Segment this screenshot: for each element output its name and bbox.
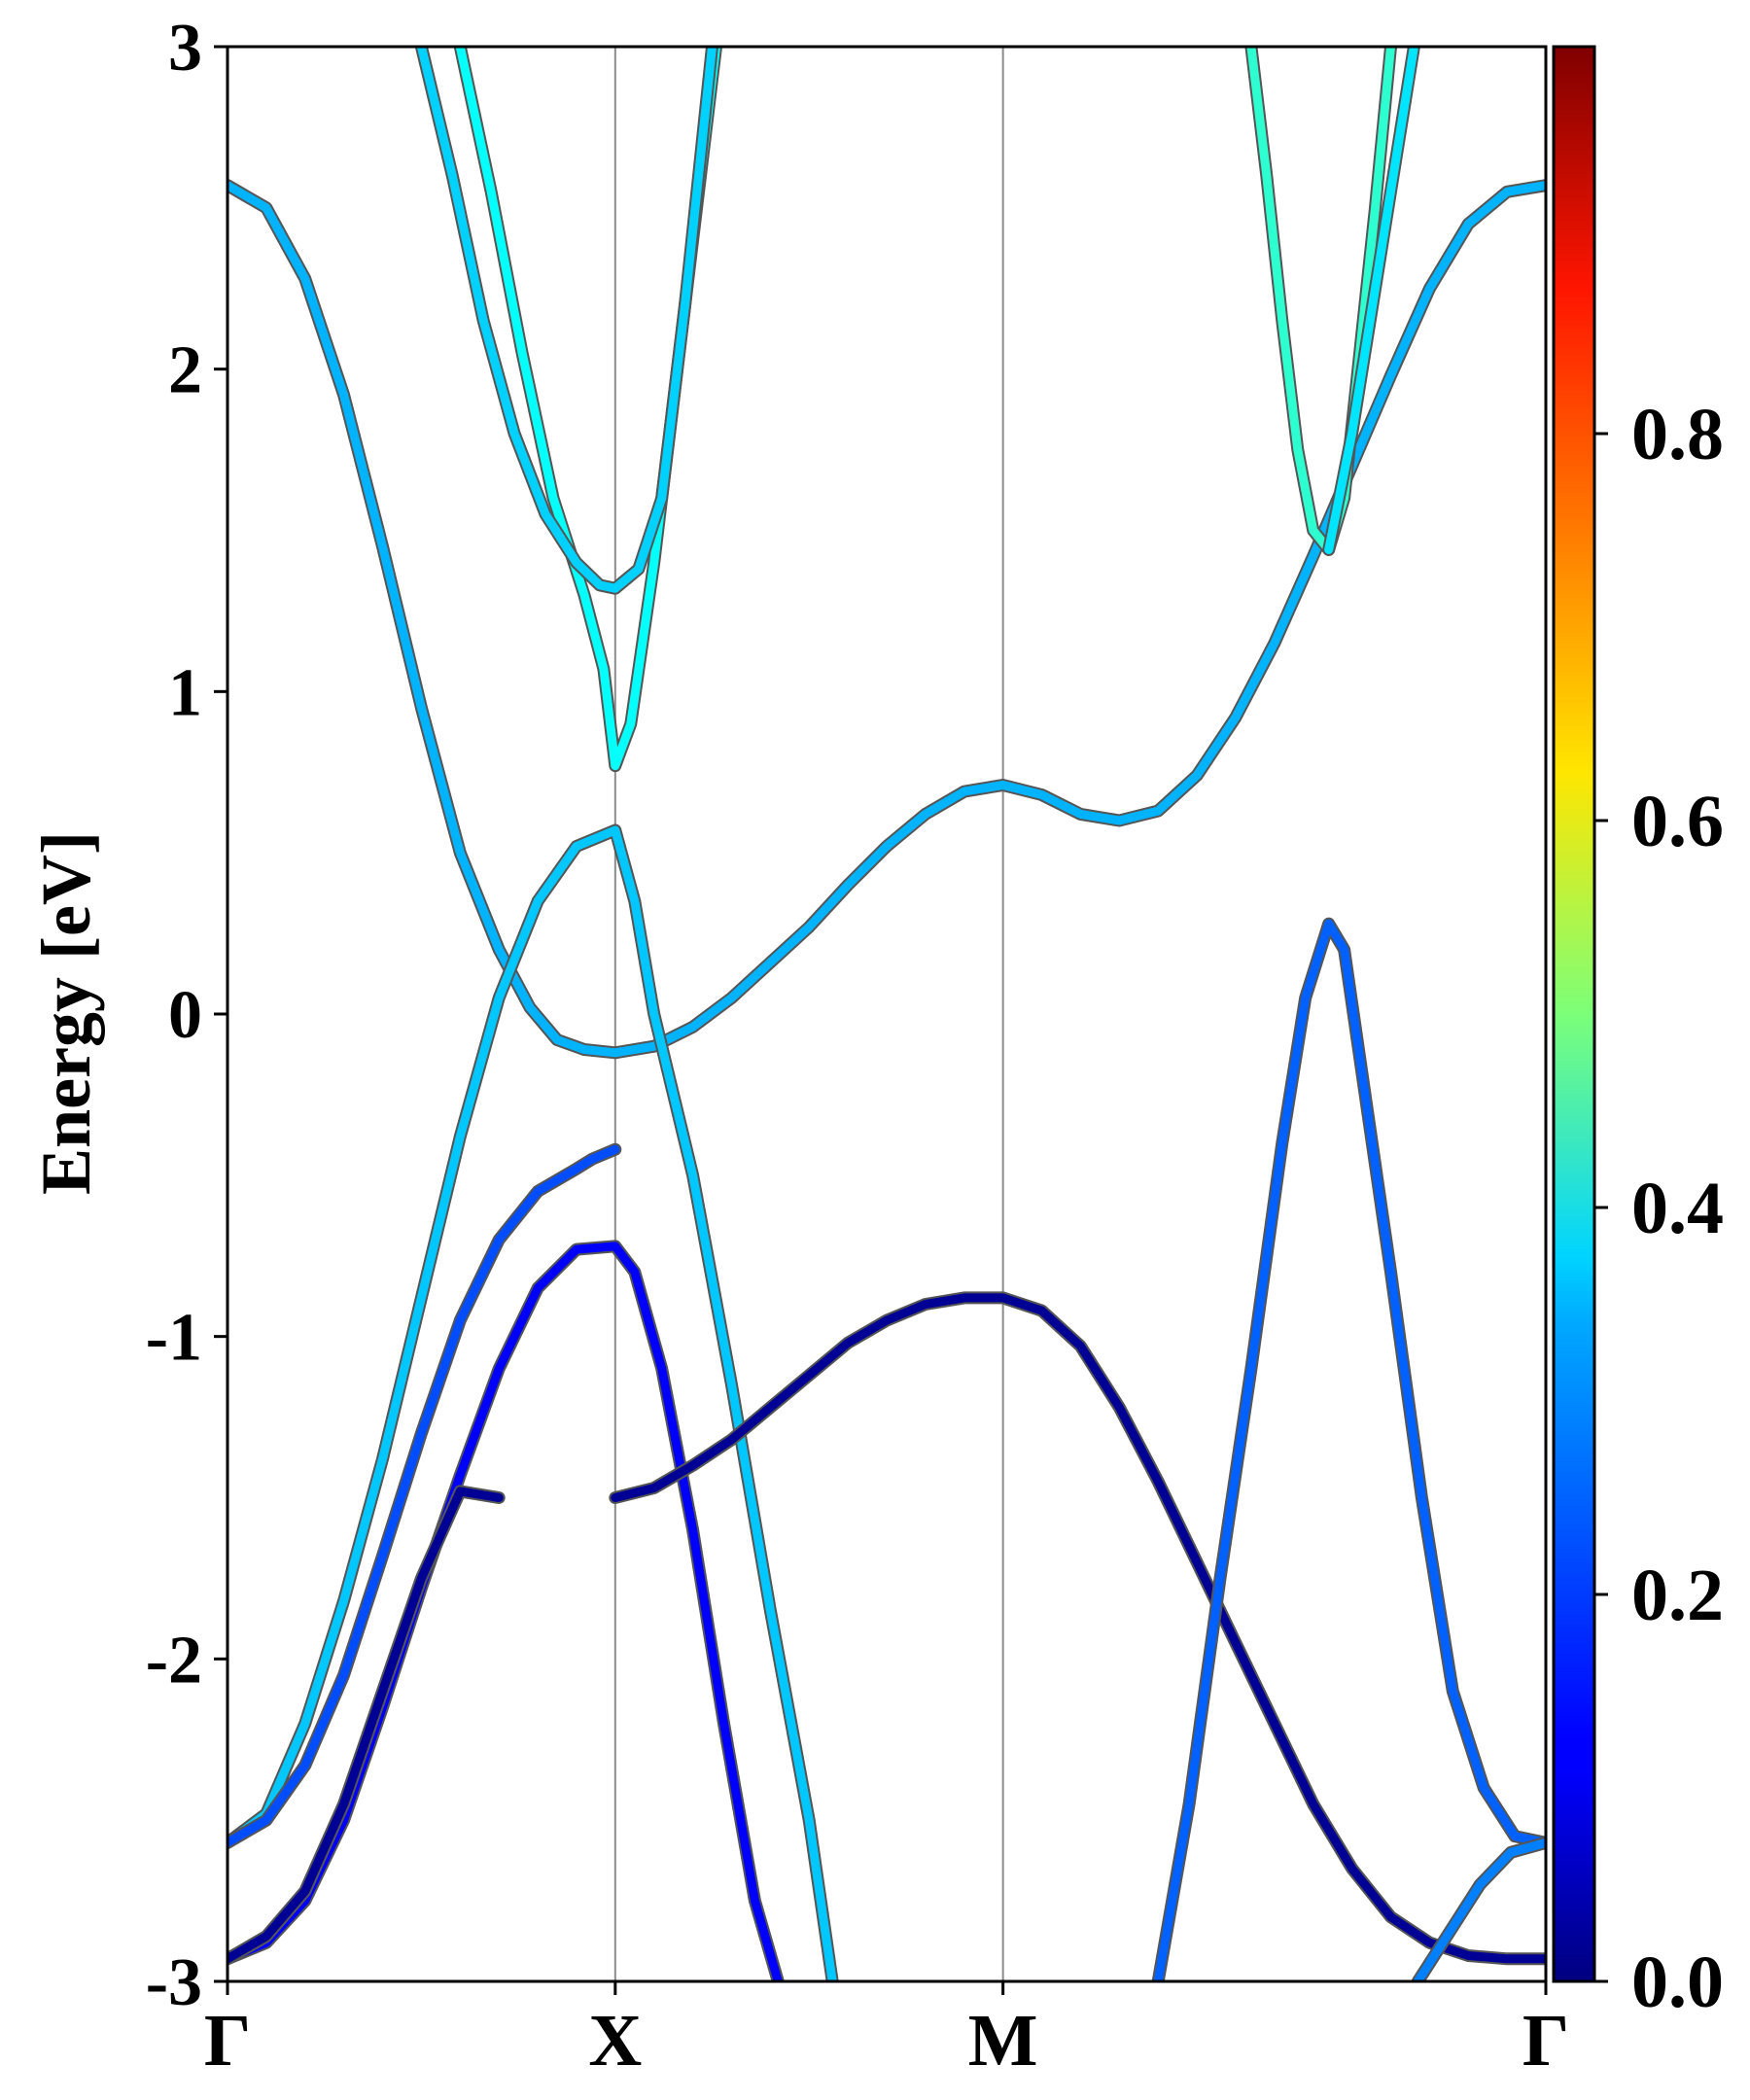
band-outline-2	[228, 1142, 622, 1849]
colorbar	[1552, 45, 1596, 1983]
x-tick-label: Γ	[1522, 2000, 1569, 2082]
band-line-1	[228, 825, 837, 1981]
band-outline-4	[228, 1485, 506, 1966]
x-tick-label: X	[588, 2000, 642, 2082]
band-line-7	[1413, 1838, 1546, 1981]
band-lines	[228, 47, 1546, 1981]
colorbar-tick-label: 0.2	[1631, 1555, 1724, 1636]
colorbar-tick-label: 0.6	[1631, 781, 1724, 862]
y-tick-label: 2	[168, 333, 202, 408]
band-line-0	[228, 181, 1546, 1058]
colorbar-tick-label: 0.0	[1631, 1942, 1724, 2023]
x-tick-label: Γ	[204, 2000, 251, 2082]
kpoint-divider-lines	[613, 47, 1004, 1981]
band-line-5	[611, 1293, 1546, 1964]
y-tick-label: -2	[146, 1623, 202, 1698]
y-axis-label: Energy [eV]	[27, 831, 105, 1195]
colorbar-tick-label: 0.8	[1631, 394, 1724, 475]
y-tick-label: 0	[168, 978, 202, 1053]
band-outline-0	[228, 179, 1546, 1060]
band-line-11	[1324, 47, 1418, 554]
band-line-10	[1246, 47, 1395, 554]
x-tick-label: M	[968, 2000, 1038, 2082]
band-line-4	[228, 1487, 504, 1964]
band-line-9	[416, 47, 717, 593]
y-tick-label: 1	[168, 655, 202, 730]
y-tick-label: -3	[146, 1945, 202, 2020]
y-tick-label: -1	[146, 1301, 202, 1376]
band-line-6	[1153, 919, 1546, 1981]
colorbar-ticks: 0.0 0.2 0.4 0.6 0.8	[1594, 394, 1724, 2023]
band-outline-9	[414, 47, 718, 595]
colorbar-tick-label: 0.4	[1631, 1168, 1724, 1249]
band-outline-6	[1151, 917, 1546, 1981]
band-line-2	[228, 1144, 620, 1847]
y-tick-label: 3	[168, 11, 202, 86]
y-axis-ticks: 3 2 1 0 -1 -2 -3	[146, 11, 228, 2020]
